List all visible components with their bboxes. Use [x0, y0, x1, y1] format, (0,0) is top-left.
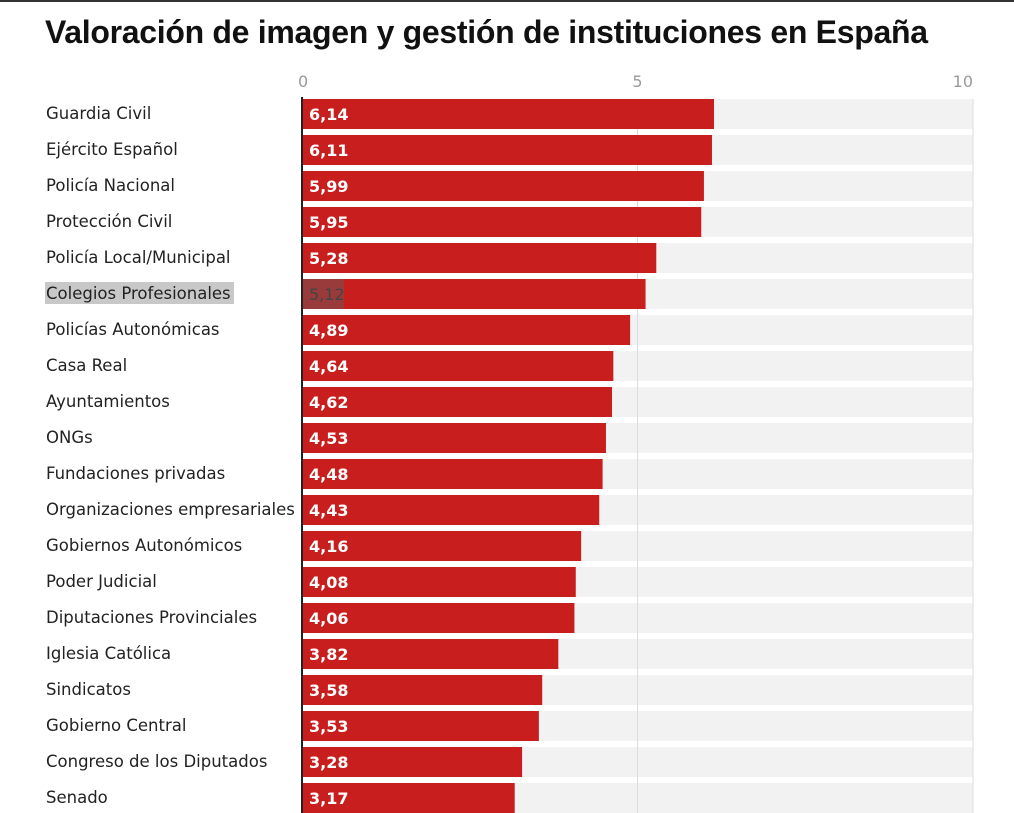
bar	[302, 711, 539, 741]
category-label: Gobierno Central	[46, 716, 186, 735]
bar	[302, 495, 600, 525]
bar	[302, 135, 712, 165]
value-label: 4,16	[309, 537, 348, 556]
category-label: Colegios Profesionales	[46, 284, 231, 303]
bar	[302, 99, 714, 129]
bar	[302, 531, 582, 561]
value-label: 6,14	[309, 105, 348, 124]
category-label: Policías Autonómicas	[46, 320, 220, 339]
value-label: 5,12	[309, 285, 345, 304]
value-label: 4,08	[309, 573, 348, 592]
value-label: 5,95	[309, 213, 348, 232]
bar	[302, 243, 657, 273]
value-label: 3,82	[309, 645, 348, 664]
bar	[302, 423, 606, 453]
value-label: 3,28	[309, 753, 348, 772]
x-tick-label: 10	[953, 72, 973, 91]
value-label-highlight	[302, 279, 344, 309]
category-label-highlight	[45, 282, 234, 304]
value-label: 4,48	[309, 465, 348, 484]
category-label: Sindicatos	[46, 680, 131, 699]
bar	[302, 207, 702, 237]
bar	[302, 567, 576, 597]
category-label: Congreso de los Diputados	[46, 752, 267, 771]
category-label: Casa Real	[46, 356, 127, 375]
value-label: 4,89	[309, 321, 348, 340]
category-label: Policía Local/Municipal	[46, 248, 231, 267]
category-label: Fundaciones privadas	[46, 464, 225, 483]
bar	[302, 603, 575, 633]
category-label: Ayuntamientos	[46, 392, 170, 411]
bar	[302, 459, 603, 489]
category-label: ONGs	[46, 428, 93, 447]
category-label: Diputaciones Provinciales	[46, 608, 257, 627]
bar	[302, 639, 559, 669]
category-label: Guardia Civil	[46, 104, 151, 123]
top-rule	[0, 0, 1014, 2]
value-label: 4,43	[309, 501, 348, 520]
value-label: 5,99	[309, 177, 348, 196]
value-label: 4,06	[309, 609, 348, 628]
bar	[302, 279, 646, 309]
bar	[302, 351, 614, 381]
x-tick-label: 0	[298, 72, 308, 91]
category-label: Gobiernos Autonómicos	[46, 536, 242, 555]
value-label: 4,64	[309, 357, 348, 376]
value-label: 4,62	[309, 393, 348, 412]
chart-title: Valoración de imagen y gestión de instit…	[45, 14, 928, 50]
value-label: 3,17	[309, 789, 348, 808]
x-tick-label: 5	[632, 72, 642, 91]
bar	[302, 315, 631, 345]
category-label: Senado	[46, 788, 108, 807]
category-label: Protección Civil	[46, 212, 172, 231]
category-label: Organizaciones empresariales	[46, 500, 295, 519]
value-label: 6,11	[309, 141, 348, 160]
bar	[302, 171, 704, 201]
value-label: 4,53	[309, 429, 348, 448]
bar	[302, 783, 515, 813]
category-label: Poder Judicial	[46, 572, 157, 591]
category-label: Policía Nacional	[46, 176, 175, 195]
bar	[302, 747, 523, 777]
value-label: 5,28	[309, 249, 348, 268]
bar	[302, 387, 613, 417]
category-label: Iglesia Católica	[46, 644, 171, 663]
value-label: 3,58	[309, 681, 348, 700]
category-label: Ejército Español	[46, 140, 178, 159]
value-label: 3,53	[309, 717, 348, 736]
bar	[302, 675, 543, 705]
